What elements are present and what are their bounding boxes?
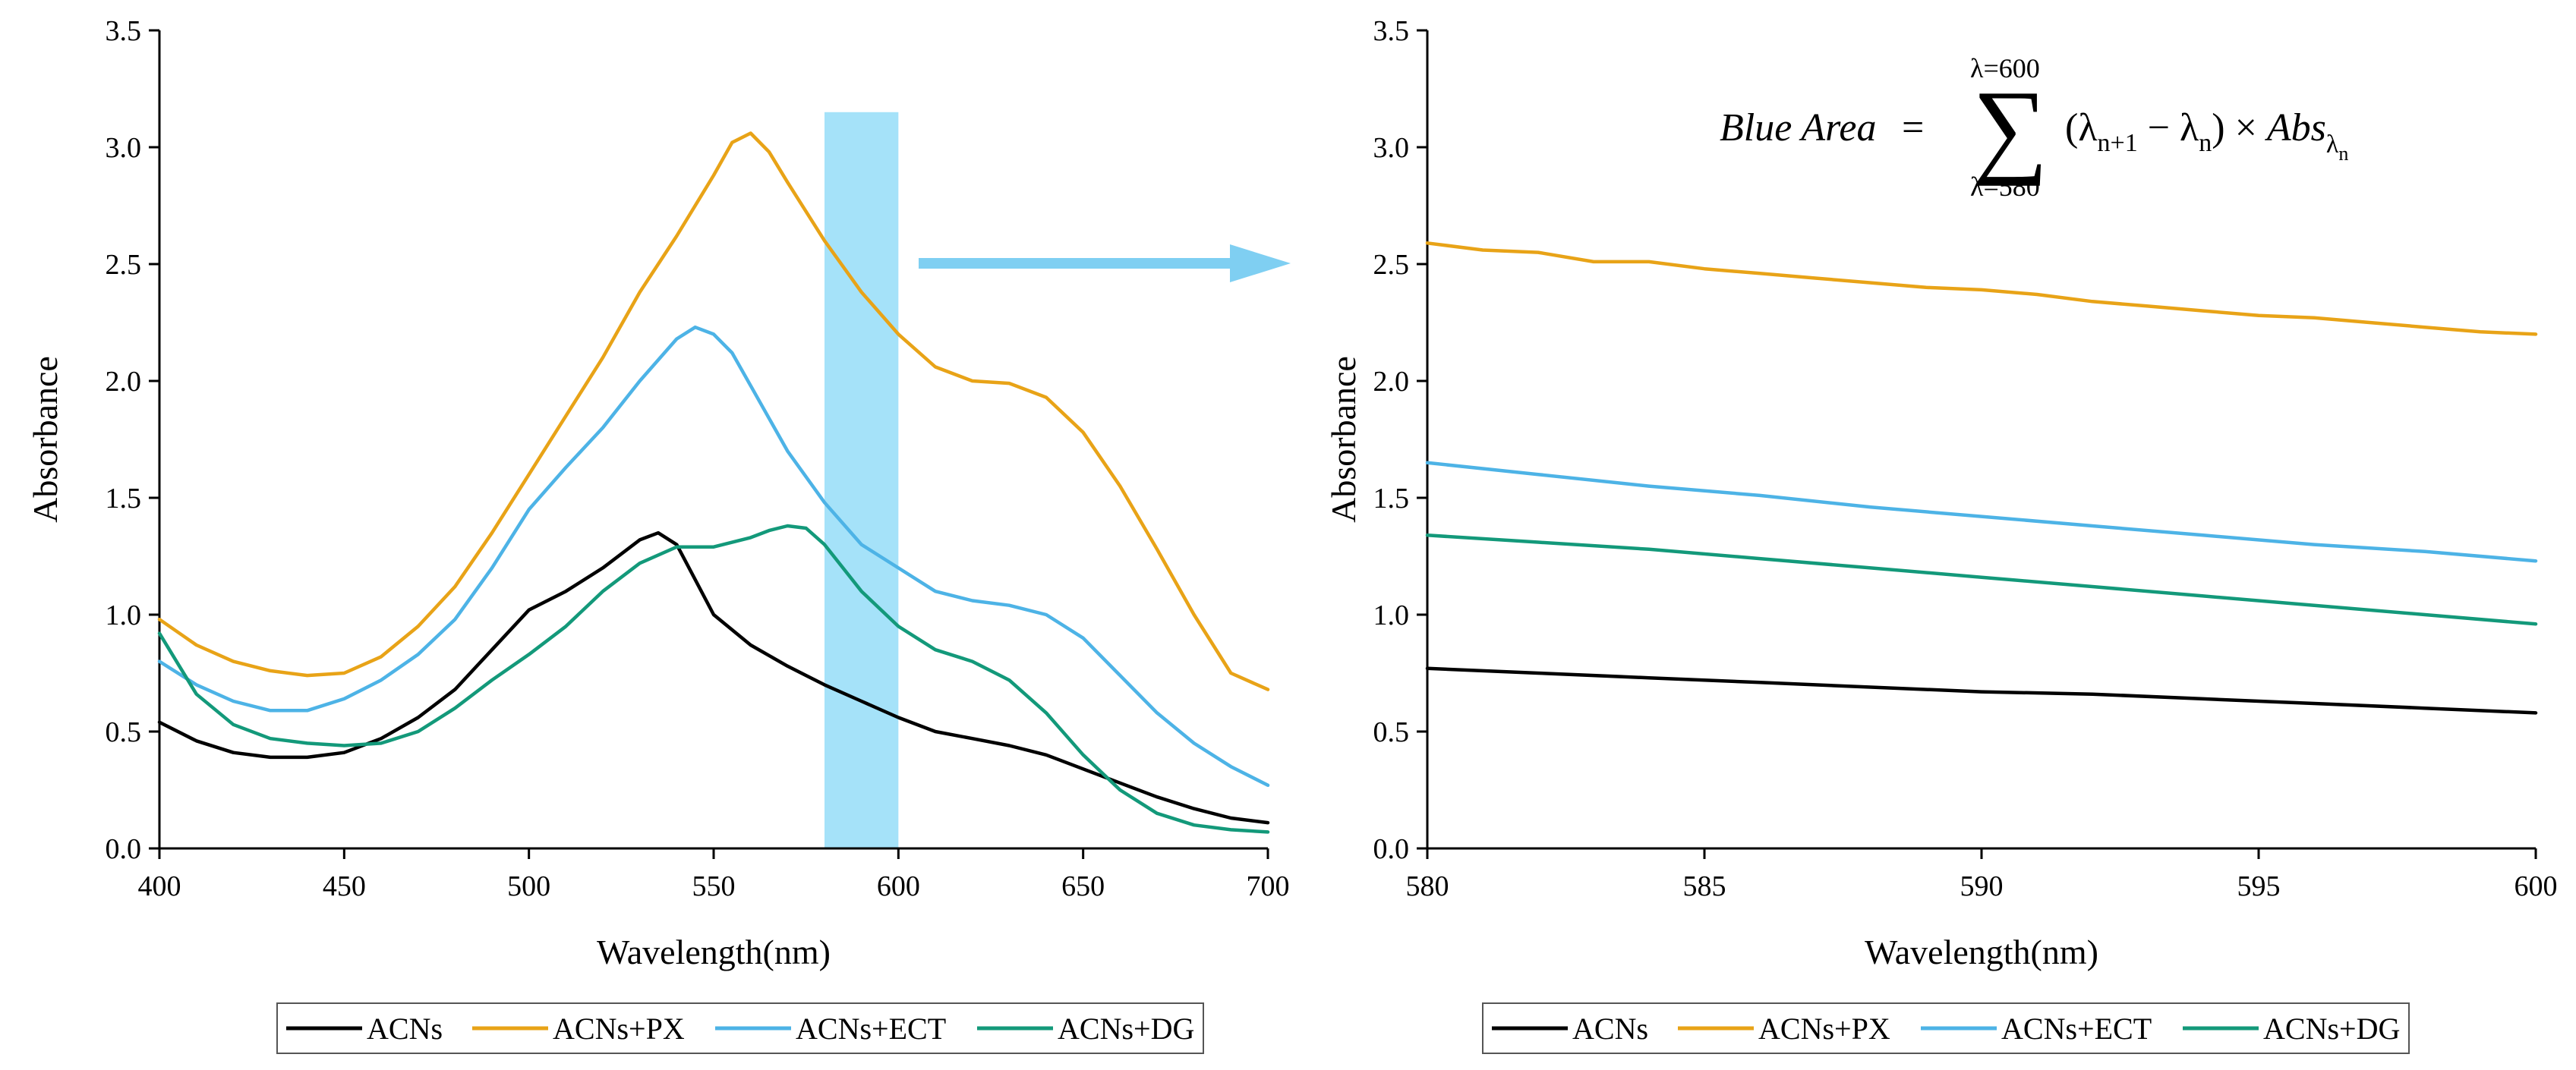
formula-minus: − λ [2138, 106, 2199, 149]
y-tick-label: 0.0 [1373, 833, 1410, 865]
x-tick-label: 450 [323, 870, 366, 902]
formula-body-open: (λ [2065, 106, 2098, 149]
formula-equals: = [1902, 106, 1924, 149]
formula-sigma: ∑ [1972, 69, 2048, 187]
x-tick-label: 700 [1247, 870, 1290, 902]
series-line-acns-px [157, 131, 1270, 691]
series-line-acns-dg [1425, 533, 2538, 626]
formula-abs: Abs [2265, 106, 2326, 149]
formula-sum-lower: λ=580 [1970, 172, 2040, 202]
legend-label-acns-ect: ACNs+ECT [796, 1012, 946, 1046]
y-axis-title: Absorbance [1324, 356, 1363, 523]
formula-lhs: Blue Area [1720, 106, 1877, 149]
x-tick-label: 500 [507, 870, 550, 902]
formula-sub-n1: n+1 [2098, 129, 2138, 157]
y-tick-label: 2.0 [106, 366, 142, 398]
legend-label-acns: ACNs [1572, 1012, 1648, 1046]
blue-area-formula: Blue Area = λ=600 ∑ λ=580 (λn+1 − λn) × … [1720, 53, 2348, 202]
formula-abs-subsub: n [2338, 143, 2348, 165]
zoom-arrow [919, 244, 1291, 282]
series-line-acns-ect [157, 325, 1270, 788]
legend-right: ACNs ACNs+PX ACNs+ECT ACNs+DG [1482, 1002, 2410, 1054]
formula-sub-n: n [2199, 129, 2212, 157]
y-tick-label: 1.5 [1373, 483, 1410, 515]
legend-label-acns-px: ACNs+PX [1758, 1012, 1890, 1046]
x-tick-label: 650 [1061, 870, 1105, 902]
y-tick-label: 0.5 [1373, 716, 1410, 748]
y-tick-label: 2.5 [106, 249, 142, 281]
legend-label-acns: ACNs [367, 1012, 443, 1046]
y-tick-label: 0.0 [106, 833, 142, 865]
series-line-acns [1425, 666, 2538, 715]
y-tick-label: 3.0 [1373, 132, 1410, 164]
y-tick-label: 2.0 [1373, 366, 1410, 398]
x-tick-label: 400 [138, 870, 181, 902]
left-absorbance-chart: 0.0 0.5 1.0 1.5 2.0 2.5 3.0 3.5 400 450 500 550 600 6… [26, 15, 1290, 971]
y-tick-label: 2.5 [1373, 249, 1410, 281]
legend-left: ACNs ACNs+PX ACNs+ECT ACNs+DG [276, 1002, 1204, 1054]
y-tick-label: 1.0 [106, 600, 142, 631]
y-tick-label: 3.0 [106, 132, 142, 164]
series-line-acns-dg [157, 524, 1270, 834]
x-tick-label: 590 [1960, 870, 2004, 902]
y-axis-title: Absorbance [26, 356, 65, 523]
legend-label-acns-ect: ACNs+ECT [2001, 1012, 2152, 1046]
y-tick-label: 3.5 [106, 15, 142, 47]
x-axis-title: Wavelength(nm) [1865, 933, 2098, 971]
legend-label-acns-dg: ACNs+DG [1058, 1012, 1194, 1046]
formula-body: (λn+1 − λn) × Absλn [2065, 106, 2348, 165]
x-tick-label: 580 [1406, 870, 1449, 902]
x-tick-label: 585 [1683, 870, 1726, 902]
y-tick-label: 3.5 [1373, 15, 1410, 47]
highlight-band [825, 112, 899, 849]
y-tick-label: 1.0 [1373, 600, 1410, 631]
legend-label-acns-dg: ACNs+DG [2263, 1012, 2400, 1046]
x-tick-label: 600 [2515, 870, 2558, 902]
right-zoomed-chart: 0.0 0.5 1.0 1.5 2.0 2.5 3.0 3.5 580 585 590 595 600 W… [1324, 15, 2558, 971]
series-line-acns-px [1425, 241, 2538, 336]
formula-times: ) × [2212, 106, 2267, 149]
formula-sum-upper: λ=600 [1970, 53, 2040, 83]
x-tick-label: 595 [2237, 870, 2281, 902]
legend-label-acns-px: ACNs+PX [553, 1012, 685, 1046]
series-line-acns [157, 530, 1270, 825]
x-axis-title: Wavelength(nm) [597, 933, 831, 971]
series-line-acns-ect [1425, 461, 2538, 563]
y-tick-label: 0.5 [106, 716, 142, 748]
formula-abs-sub: λ [2326, 131, 2339, 159]
x-tick-label: 550 [692, 870, 736, 902]
x-tick-label: 600 [877, 870, 920, 902]
y-tick-label: 1.5 [106, 483, 142, 515]
